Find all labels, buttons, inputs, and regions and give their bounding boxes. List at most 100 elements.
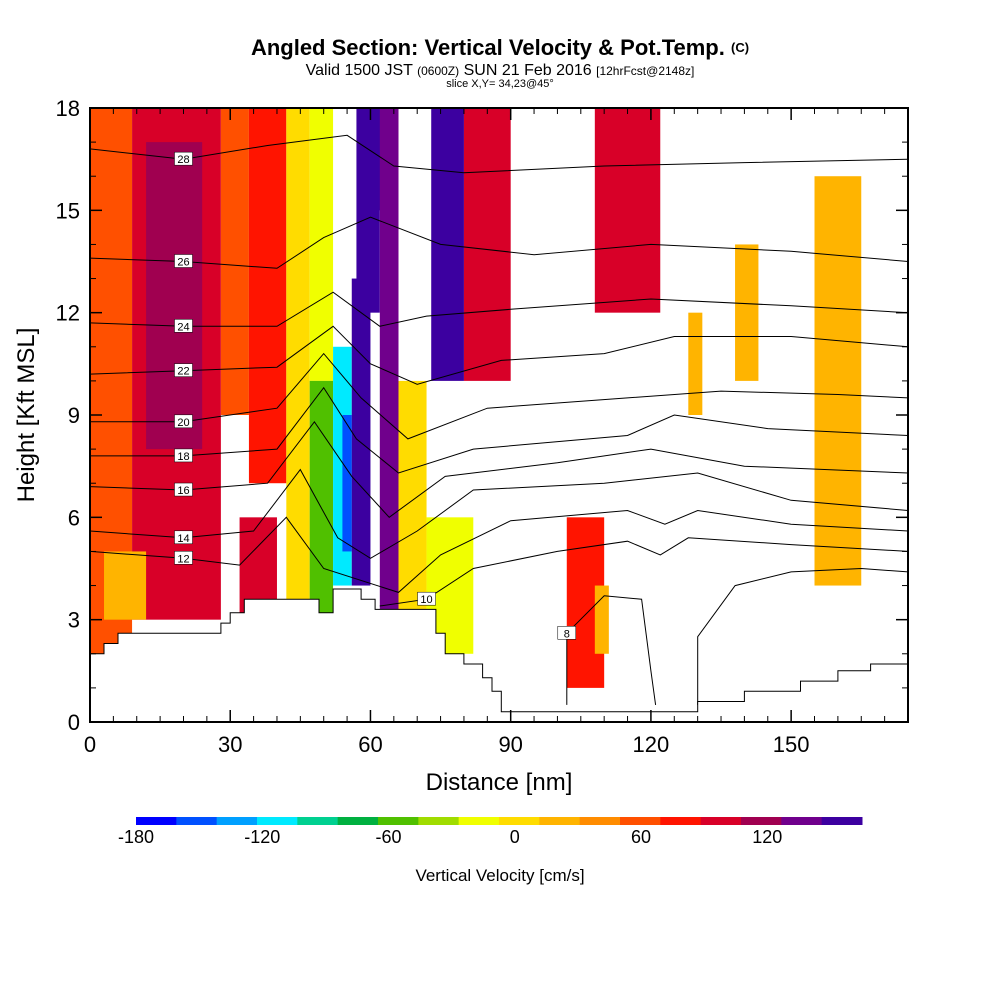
contour-label-8: 12: [174, 551, 193, 565]
subtitle-zulu: (0600Z): [417, 64, 460, 78]
x-tick-label: 60: [358, 732, 382, 757]
svg-text:22: 22: [177, 366, 189, 378]
x-axis: 0 30 60 90 120 150: [84, 108, 886, 757]
svg-text:18: 18: [177, 451, 189, 463]
colorbar-swatch-0: [136, 817, 177, 825]
terrain-profile: [90, 588, 908, 722]
colorbar-swatch-12: [620, 817, 661, 825]
colorbar-swatch-11: [579, 817, 621, 825]
velocity-cell-3: [220, 108, 249, 415]
x-tick-label: 150: [773, 732, 810, 757]
x-tick-label: 30: [218, 732, 242, 757]
y-axis: 0 3 6 9 12 15 18: [56, 96, 908, 735]
theta-contour-11: [697, 567, 908, 705]
colorbar-tick-label: 120: [752, 827, 782, 847]
colorbar-label: Vertical Velocity [cm/s]: [415, 866, 584, 885]
colorbar-tick-label: -180: [118, 827, 154, 847]
contour-label-0: 28: [174, 151, 193, 166]
theta-contour-10: [566, 595, 657, 705]
contour-label-2: 24: [174, 319, 193, 333]
y-tick-label: 15: [56, 198, 80, 223]
title-unit: (C): [731, 40, 750, 55]
svg-text:14: 14: [177, 533, 189, 545]
contour-label-4: 20: [174, 414, 193, 429]
theta-contour-5: [90, 386, 908, 474]
svg-text:8: 8: [564, 628, 570, 640]
colorbar-swatch-1: [176, 817, 218, 825]
theta-contour-4: [90, 352, 908, 440]
colorbar-swatch-16: [781, 817, 823, 825]
theta-contour-8: [90, 509, 908, 593]
theta-contour-6: [90, 420, 908, 518]
contour-label-10: 8: [557, 626, 577, 640]
velocity-cell-22: [688, 312, 703, 415]
svg-text:24: 24: [177, 321, 189, 333]
chart-title: Angled Section: Vertical Velocity & Pot.…: [0, 36, 1000, 60]
velocity-cell-23: [735, 244, 759, 381]
chart-subtitle: Valid 1500 JST (0600Z) SUN 21 Feb 2016 […: [0, 62, 1000, 80]
velocity-cell-13: [379, 108, 399, 620]
velocity-cell-9: [342, 415, 352, 552]
svg-text:26: 26: [177, 257, 189, 269]
terrain: [90, 588, 908, 722]
colorbar-tick-label: -60: [376, 827, 402, 847]
velocity-cell-24: [814, 176, 862, 586]
x-tick-label: 90: [498, 732, 522, 757]
theta-contour-7: [90, 468, 908, 559]
svg-text:20: 20: [177, 417, 189, 429]
velocity-cell-25: [104, 551, 147, 620]
colorbar: -180 -120 -60 0 60 120: [118, 817, 863, 847]
subtitle-date: SUN 21 Feb 2016: [463, 62, 592, 79]
y-tick-label: 0: [68, 710, 80, 735]
colorbar-swatch-9: [499, 817, 540, 825]
title-main: Angled Section: Vertical Velocity & Pot.…: [250, 35, 725, 60]
contour-label-6: 16: [174, 482, 193, 497]
velocity-cell-2: [146, 142, 203, 450]
svg-text:28: 28: [177, 154, 189, 166]
colorbar-swatch-5: [337, 817, 379, 825]
velocity-cell-6: [309, 108, 334, 381]
velocity-cell-20: [594, 585, 609, 654]
theta-contour-3: [90, 325, 908, 385]
colorbar-swatch-13: [660, 817, 702, 825]
y-tick-label: 6: [68, 505, 80, 530]
colorbar-swatch-6: [378, 817, 419, 825]
y-tick-label: 3: [68, 608, 80, 633]
contour-label-7: 14: [174, 530, 193, 545]
y-axis-label: Height [Kft MSL]: [13, 328, 40, 503]
velocity-cell-21: [594, 108, 661, 313]
theta-contour-2: [90, 291, 908, 327]
colorbar-swatch-7: [418, 817, 460, 825]
colorbar-tick-label: 60: [631, 827, 651, 847]
x-axis-label: Distance [nm]: [426, 769, 573, 796]
velocity-field: [90, 108, 862, 722]
y-tick-label: 12: [56, 301, 80, 326]
x-tick-label: 0: [84, 732, 96, 757]
colorbar-swatch-17: [821, 817, 863, 825]
colorbar-swatch-8: [458, 817, 500, 825]
contour-label-9: 10: [417, 591, 436, 606]
velocity-cell-17: [440, 142, 460, 347]
colorbar-tick-label: -120: [244, 827, 280, 847]
slice-info: slice X,Y= 34,23@45°: [446, 78, 554, 90]
contour-label-3: 22: [174, 363, 193, 378]
contour-label-1: 26: [174, 254, 193, 269]
colorbar-swatch-15: [741, 817, 782, 825]
colorbar-tick-label: 0: [510, 827, 520, 847]
velocity-cell-4: [248, 108, 287, 484]
colorbar-swatch-4: [297, 817, 339, 825]
x-tick-label: 120: [633, 732, 670, 757]
svg-text:12: 12: [177, 553, 189, 565]
svg-text:16: 16: [177, 485, 189, 497]
colorbar-swatch-10: [539, 817, 581, 825]
svg-text:10: 10: [420, 594, 432, 606]
theta-contour-9: [379, 537, 908, 607]
theta-contour-0: [90, 134, 908, 174]
colorbar-swatch-3: [257, 817, 298, 825]
subtitle-forecast: [12hrFcst@2148z]: [596, 64, 695, 78]
velocity-cell-10: [351, 278, 371, 586]
velocity-cell-5: [286, 108, 310, 620]
y-tick-label: 18: [56, 96, 80, 121]
subtitle-valid: Valid 1500 JST: [305, 62, 413, 79]
